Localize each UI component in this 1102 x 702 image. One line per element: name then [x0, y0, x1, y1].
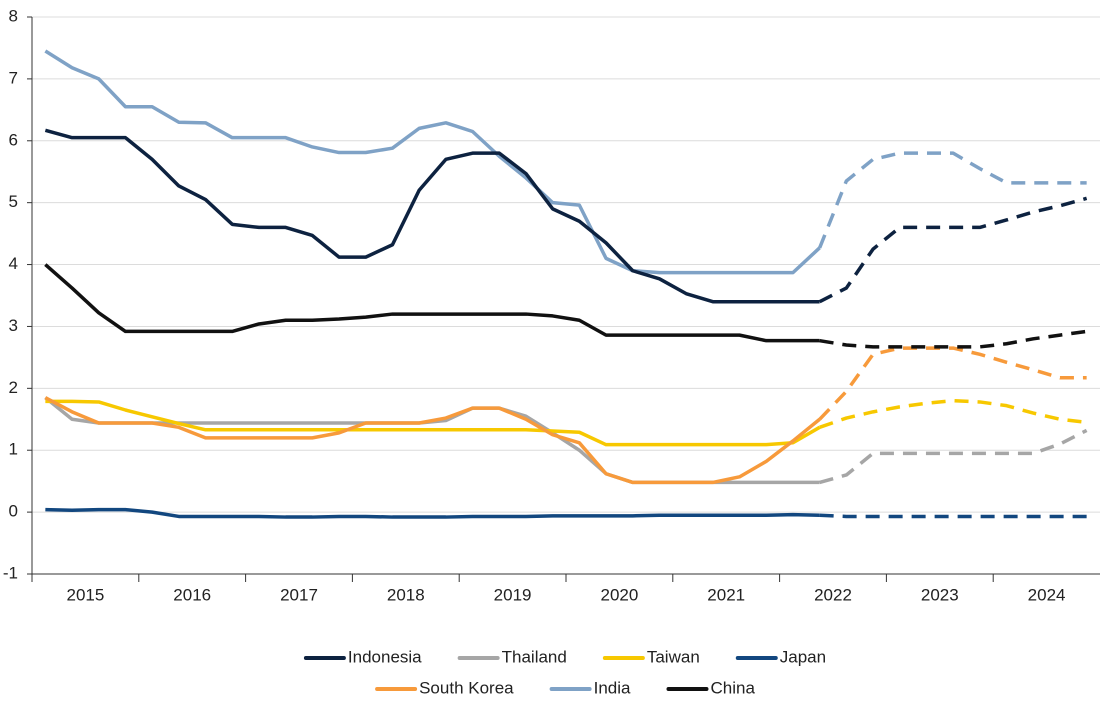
series-line	[45, 399, 821, 447]
legend-label: Thailand	[502, 647, 567, 666]
x-tick-label: 2015	[66, 585, 104, 604]
series-line	[44, 396, 821, 485]
legend-row: Indonesia Thailand Taiwan Japan	[303, 647, 826, 666]
legend-label: India	[594, 678, 631, 697]
series-line	[44, 396, 820, 485]
series-line	[44, 49, 821, 275]
legend-row: South Korea India China	[375, 678, 755, 697]
series-line	[44, 128, 820, 304]
legend-label: Japan	[780, 647, 826, 666]
forecast-line	[819, 329, 1087, 349]
y-tick-label: 1	[9, 440, 18, 459]
x-tick-label: 2024	[1028, 585, 1066, 604]
x-tick-label: 2018	[387, 585, 425, 604]
y-tick-label: -1	[3, 563, 18, 582]
forecast-line	[818, 346, 1087, 421]
y-tick-label: 3	[9, 316, 18, 335]
forecast-line	[818, 151, 1087, 249]
x-tick-label: 2021	[707, 585, 745, 604]
x-tick-label: 2023	[921, 585, 959, 604]
forecast-line	[819, 428, 1088, 485]
legend-label: South Korea	[419, 678, 514, 697]
y-tick-label: 2	[9, 378, 18, 397]
legend-label: Indonesia	[348, 647, 422, 666]
series-line	[44, 263, 820, 343]
y-tick-label: 8	[9, 6, 18, 25]
x-tick-label: 2016	[173, 585, 211, 604]
y-tick-label: 5	[9, 192, 18, 211]
legend-label: Taiwan	[647, 647, 700, 666]
legend-label: China	[710, 678, 755, 697]
forecast-line	[818, 196, 1088, 304]
series-line	[45, 507, 820, 519]
y-tick-label: 4	[9, 254, 18, 273]
x-tick-label: 2019	[494, 585, 532, 604]
y-tick-label: 7	[9, 68, 18, 87]
x-tick-label: 2020	[600, 585, 638, 604]
y-tick-label: 6	[9, 130, 18, 149]
forecast-line	[819, 398, 1087, 429]
y-tick-label: 0	[9, 502, 18, 521]
forecast-line	[819, 513, 1087, 519]
x-tick-label: 2017	[280, 585, 318, 604]
x-tick-label: 2022	[814, 585, 852, 604]
